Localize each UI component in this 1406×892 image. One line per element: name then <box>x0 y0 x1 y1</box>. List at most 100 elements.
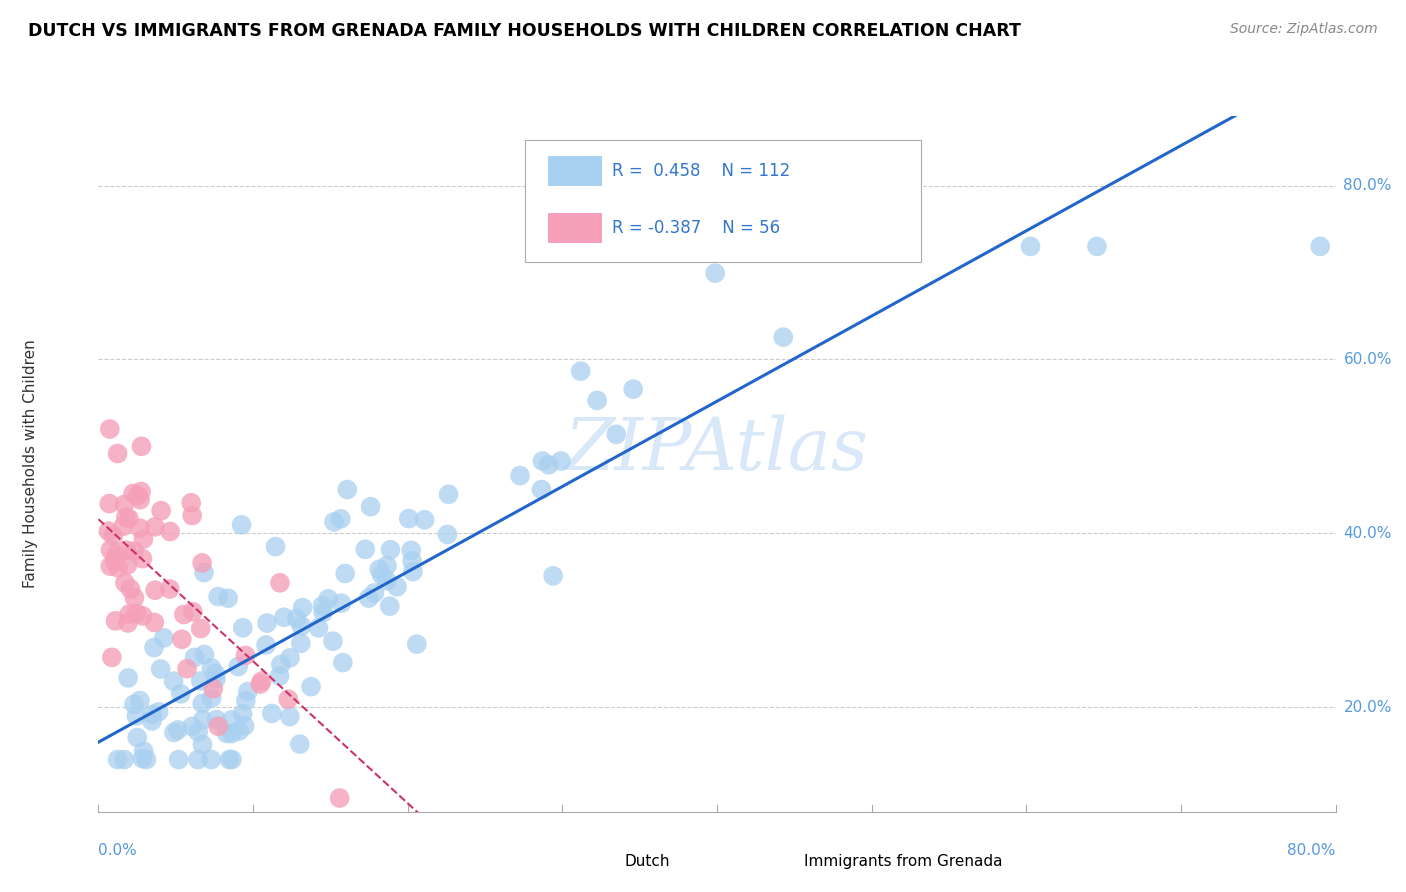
Point <box>149 662 172 676</box>
Point <box>277 692 299 706</box>
Point <box>205 713 228 727</box>
Point <box>329 791 352 805</box>
Text: R =  0.458    N = 112: R = 0.458 N = 112 <box>612 162 790 180</box>
FancyBboxPatch shape <box>752 854 797 873</box>
Point <box>98 497 121 511</box>
Point <box>250 674 273 689</box>
Point <box>187 725 209 739</box>
Point <box>143 583 166 598</box>
Point <box>254 638 277 652</box>
Point <box>181 719 204 733</box>
Point <box>291 600 314 615</box>
Point <box>118 607 141 621</box>
Point <box>226 659 249 673</box>
Point <box>98 422 121 436</box>
Point <box>380 542 402 557</box>
Point <box>170 687 193 701</box>
Text: R = -0.387    N = 56: R = -0.387 N = 56 <box>612 219 780 237</box>
Point <box>307 621 329 635</box>
Point <box>221 752 243 766</box>
Point <box>363 586 385 600</box>
Point <box>218 752 240 766</box>
Point <box>264 540 287 554</box>
Point <box>550 454 572 468</box>
Point <box>221 726 243 740</box>
Point <box>269 669 291 683</box>
Point <box>117 671 139 685</box>
Point <box>118 511 141 525</box>
Point <box>1019 239 1042 253</box>
Point <box>323 515 346 529</box>
Point <box>772 330 794 344</box>
FancyBboxPatch shape <box>572 854 619 873</box>
Point <box>150 503 173 517</box>
Point <box>191 713 214 727</box>
Point <box>143 520 166 534</box>
Point <box>128 693 150 707</box>
Point <box>127 489 149 503</box>
Point <box>249 677 271 691</box>
Point <box>605 427 627 442</box>
Point <box>200 691 222 706</box>
Point <box>187 752 209 766</box>
Point <box>117 558 139 572</box>
Point <box>104 554 127 568</box>
Point <box>221 713 243 727</box>
Point <box>131 608 153 623</box>
Point <box>205 672 228 686</box>
Point <box>332 656 354 670</box>
Point <box>621 382 644 396</box>
Point <box>181 508 204 523</box>
Point <box>112 752 135 766</box>
Point <box>107 752 129 766</box>
Point <box>190 673 212 688</box>
Point <box>316 591 339 606</box>
Point <box>117 615 139 630</box>
Point <box>290 636 312 650</box>
Point <box>215 726 238 740</box>
Point <box>202 681 225 696</box>
Point <box>207 590 229 604</box>
Point <box>132 744 155 758</box>
Point <box>260 706 283 721</box>
Text: Dutch: Dutch <box>624 855 669 870</box>
Point <box>200 661 222 675</box>
Point <box>153 631 176 645</box>
Point <box>135 752 157 766</box>
Point <box>269 575 291 590</box>
Point <box>159 524 181 539</box>
Point <box>129 492 152 507</box>
Point <box>122 486 145 500</box>
FancyBboxPatch shape <box>547 156 602 186</box>
Text: Family Households with Children: Family Households with Children <box>22 340 38 588</box>
Point <box>375 558 398 573</box>
Text: 60.0%: 60.0% <box>1344 352 1392 367</box>
Point <box>401 554 423 568</box>
Point <box>256 615 278 630</box>
Point <box>270 657 292 672</box>
Point <box>329 512 352 526</box>
Point <box>148 705 170 719</box>
Point <box>436 527 458 541</box>
Point <box>167 752 190 766</box>
Point <box>399 543 422 558</box>
Text: Source: ZipAtlas.com: Source: ZipAtlas.com <box>1230 22 1378 37</box>
Text: 80.0%: 80.0% <box>1344 178 1392 193</box>
Point <box>131 551 153 566</box>
Point <box>357 591 380 606</box>
Point <box>273 610 295 624</box>
Point <box>124 591 146 605</box>
Point <box>104 614 127 628</box>
Point <box>115 543 138 558</box>
Point <box>183 650 205 665</box>
Point <box>378 599 401 614</box>
Point <box>97 524 120 538</box>
Point <box>100 542 122 557</box>
Text: 80.0%: 80.0% <box>1288 843 1336 858</box>
Point <box>143 640 166 655</box>
Point <box>131 751 153 765</box>
Point <box>398 511 420 525</box>
Point <box>236 684 259 698</box>
Point <box>112 498 135 512</box>
Point <box>278 650 301 665</box>
